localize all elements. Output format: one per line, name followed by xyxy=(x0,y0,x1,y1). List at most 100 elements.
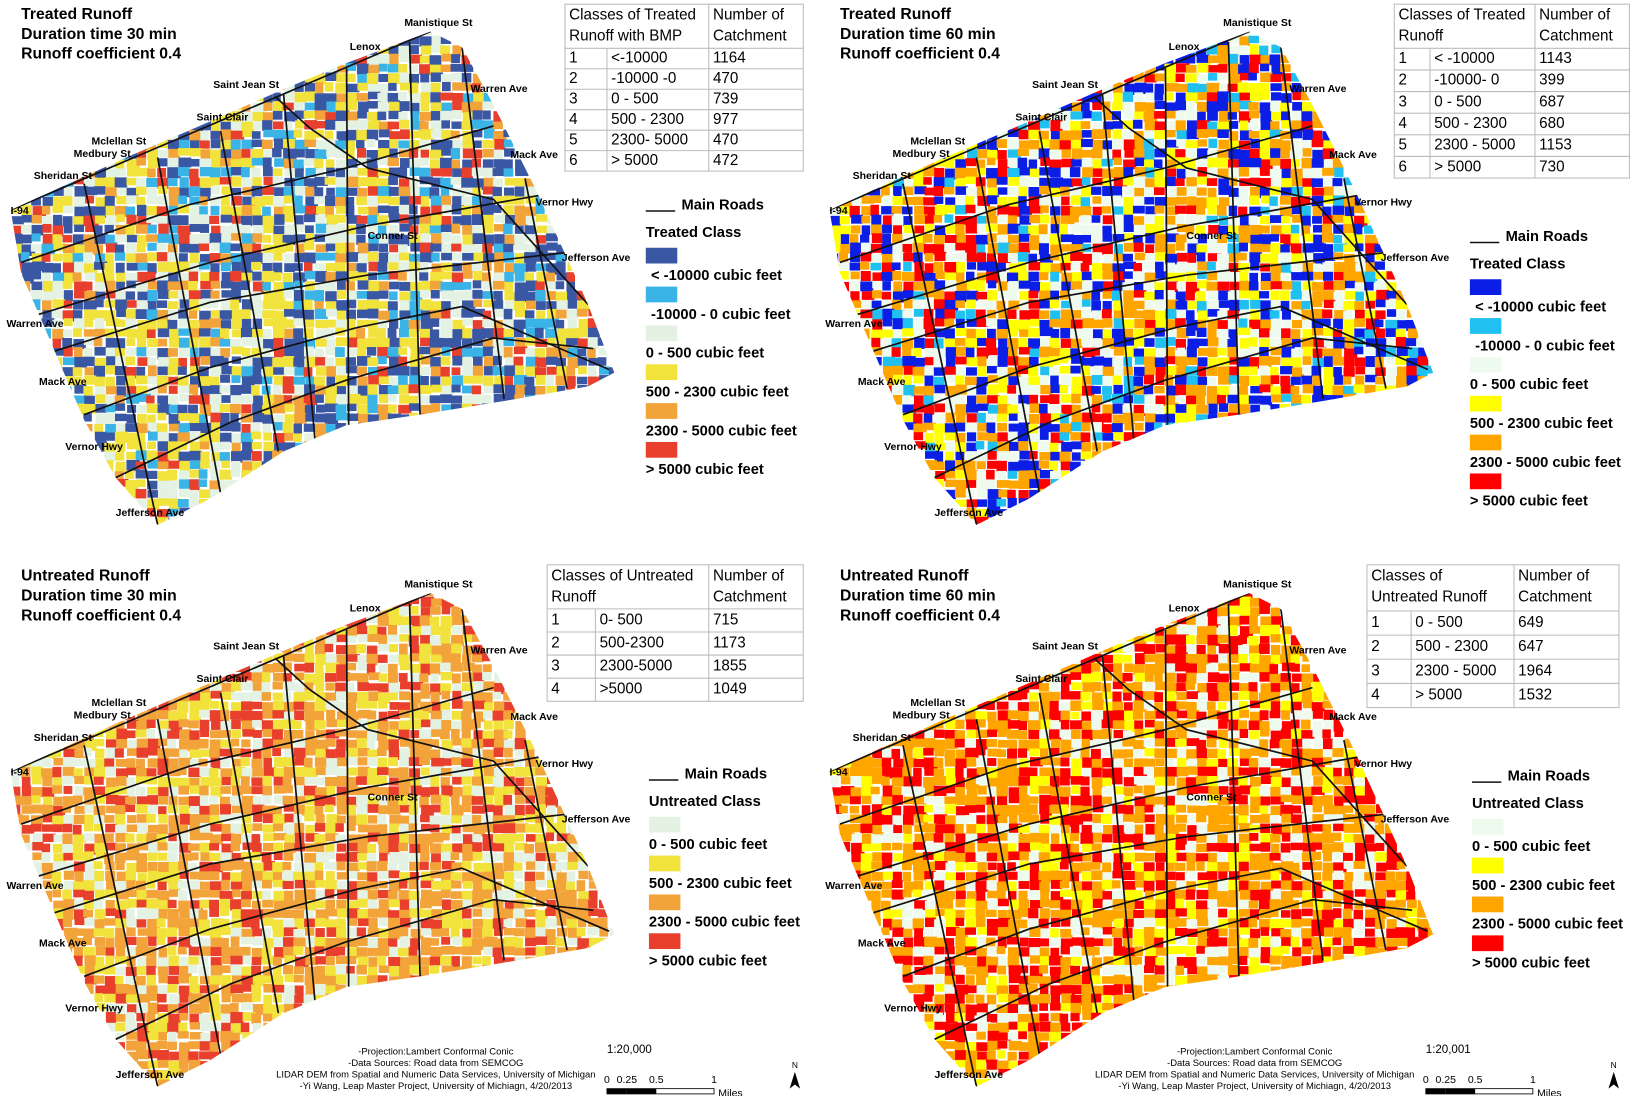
catchment xyxy=(975,234,989,245)
catchment xyxy=(1144,394,1154,404)
catchment xyxy=(83,263,98,274)
catchment xyxy=(357,177,369,187)
catchment xyxy=(388,262,401,271)
catchment xyxy=(158,806,167,815)
catchment xyxy=(125,308,139,319)
catchment xyxy=(944,432,956,441)
catchment xyxy=(997,253,1011,264)
catchment xyxy=(272,301,285,310)
catchment xyxy=(209,393,223,405)
catchment xyxy=(241,251,255,263)
catchment xyxy=(41,243,56,255)
catchment xyxy=(1185,148,1199,160)
catchment xyxy=(462,814,477,826)
catchment xyxy=(1208,65,1219,73)
catchment xyxy=(1186,395,1197,407)
catchment xyxy=(199,701,210,712)
catchment xyxy=(524,386,536,396)
catchment xyxy=(1279,140,1294,151)
catchment xyxy=(452,187,466,197)
catchment xyxy=(1165,159,1179,169)
catchment xyxy=(514,234,525,243)
catchment xyxy=(545,374,555,387)
catchment xyxy=(315,252,329,261)
catchment xyxy=(1228,329,1238,340)
catchment xyxy=(1040,205,1049,214)
catchment xyxy=(284,748,293,759)
catchment xyxy=(220,149,232,161)
catchment xyxy=(976,470,987,481)
catchment xyxy=(452,347,465,359)
catchment xyxy=(74,281,88,292)
catchment xyxy=(472,110,482,120)
catchment xyxy=(368,672,381,681)
catchment xyxy=(325,139,339,151)
catchment xyxy=(1017,262,1027,274)
catchment xyxy=(1164,54,1174,64)
catchment xyxy=(293,701,307,710)
catchment xyxy=(303,111,316,119)
catchment xyxy=(1260,319,1273,331)
catchment xyxy=(378,385,392,397)
catchment xyxy=(336,280,350,290)
catchment xyxy=(504,842,514,853)
catchment xyxy=(1301,225,1311,236)
catchment xyxy=(210,690,223,699)
catchment xyxy=(179,739,191,752)
catchment xyxy=(157,758,170,767)
catchment xyxy=(1334,167,1344,178)
catchment xyxy=(167,730,180,739)
catchment xyxy=(1186,414,1197,423)
catchment xyxy=(156,140,168,149)
catchment xyxy=(1353,223,1363,236)
table-cell: 1 xyxy=(1398,50,1406,67)
catchment xyxy=(315,404,325,413)
catchment xyxy=(861,225,871,235)
catchment xyxy=(115,168,127,177)
catchment xyxy=(1175,291,1186,303)
catchment xyxy=(294,280,304,289)
catchment xyxy=(63,290,73,302)
catchment xyxy=(492,710,504,721)
catchment xyxy=(882,366,894,377)
catchment xyxy=(314,196,326,205)
catchment xyxy=(1291,301,1304,311)
catchment xyxy=(251,157,264,166)
catchment xyxy=(335,834,346,844)
catchment xyxy=(903,365,915,375)
catchment xyxy=(430,794,445,804)
catchment xyxy=(882,215,893,225)
catchment xyxy=(420,691,430,699)
catchment xyxy=(914,318,924,328)
catchment xyxy=(1040,385,1053,395)
catchment xyxy=(231,442,241,453)
catchment xyxy=(576,376,588,385)
catchment xyxy=(1333,271,1344,281)
catchment xyxy=(482,291,496,299)
catchment xyxy=(966,167,980,178)
catchment xyxy=(1302,262,1316,273)
catchment xyxy=(829,244,842,253)
catchment xyxy=(1270,263,1282,274)
catchment xyxy=(389,356,403,367)
catchment xyxy=(210,786,223,797)
catchment xyxy=(262,120,273,131)
catchment xyxy=(493,787,508,798)
catchment xyxy=(1102,225,1112,235)
catchment xyxy=(325,662,340,673)
catchment xyxy=(912,242,926,253)
catchment xyxy=(146,450,159,462)
catchment xyxy=(965,158,977,167)
catchment xyxy=(156,319,168,330)
catchment xyxy=(556,815,567,825)
catchment xyxy=(293,766,307,777)
catchment xyxy=(283,243,294,252)
catchment xyxy=(357,187,368,197)
catchment xyxy=(1281,357,1293,368)
catchment xyxy=(503,223,513,235)
catchment xyxy=(420,196,430,208)
catchment xyxy=(41,318,55,327)
catchment xyxy=(94,357,109,368)
catchment xyxy=(126,177,140,186)
catchment xyxy=(294,120,304,129)
